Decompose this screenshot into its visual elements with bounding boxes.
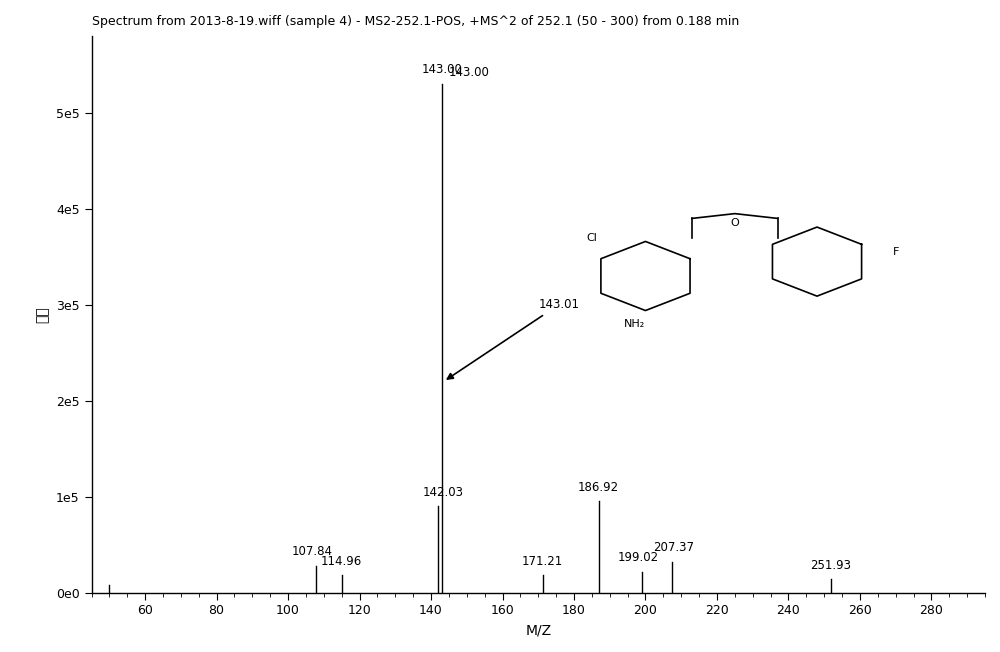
Text: 143.00: 143.00 (449, 67, 490, 80)
Y-axis label: 强度: 强度 (35, 306, 49, 323)
Text: 143.01: 143.01 (447, 298, 579, 379)
Text: 171.21: 171.21 (522, 555, 563, 568)
Text: 251.93: 251.93 (811, 559, 852, 572)
Text: F: F (892, 247, 899, 257)
Text: 142.03: 142.03 (423, 486, 464, 499)
Text: 199.02: 199.02 (618, 551, 659, 564)
Text: Cl: Cl (586, 233, 597, 243)
Text: O: O (730, 218, 739, 228)
Text: Spectrum from 2013-8-19.wiff (sample 4) - MS2-252.1-POS, +MS^2 of 252.1 (50 - 30: Spectrum from 2013-8-19.wiff (sample 4) … (92, 15, 739, 28)
Text: 114.96: 114.96 (321, 555, 362, 568)
Text: 207.37: 207.37 (653, 541, 694, 554)
Text: 107.84: 107.84 (292, 545, 333, 558)
Text: NH₂: NH₂ (624, 319, 645, 329)
X-axis label: M/Z: M/Z (525, 623, 551, 637)
Text: 186.92: 186.92 (578, 481, 619, 494)
Text: 143.00: 143.00 (421, 63, 462, 76)
